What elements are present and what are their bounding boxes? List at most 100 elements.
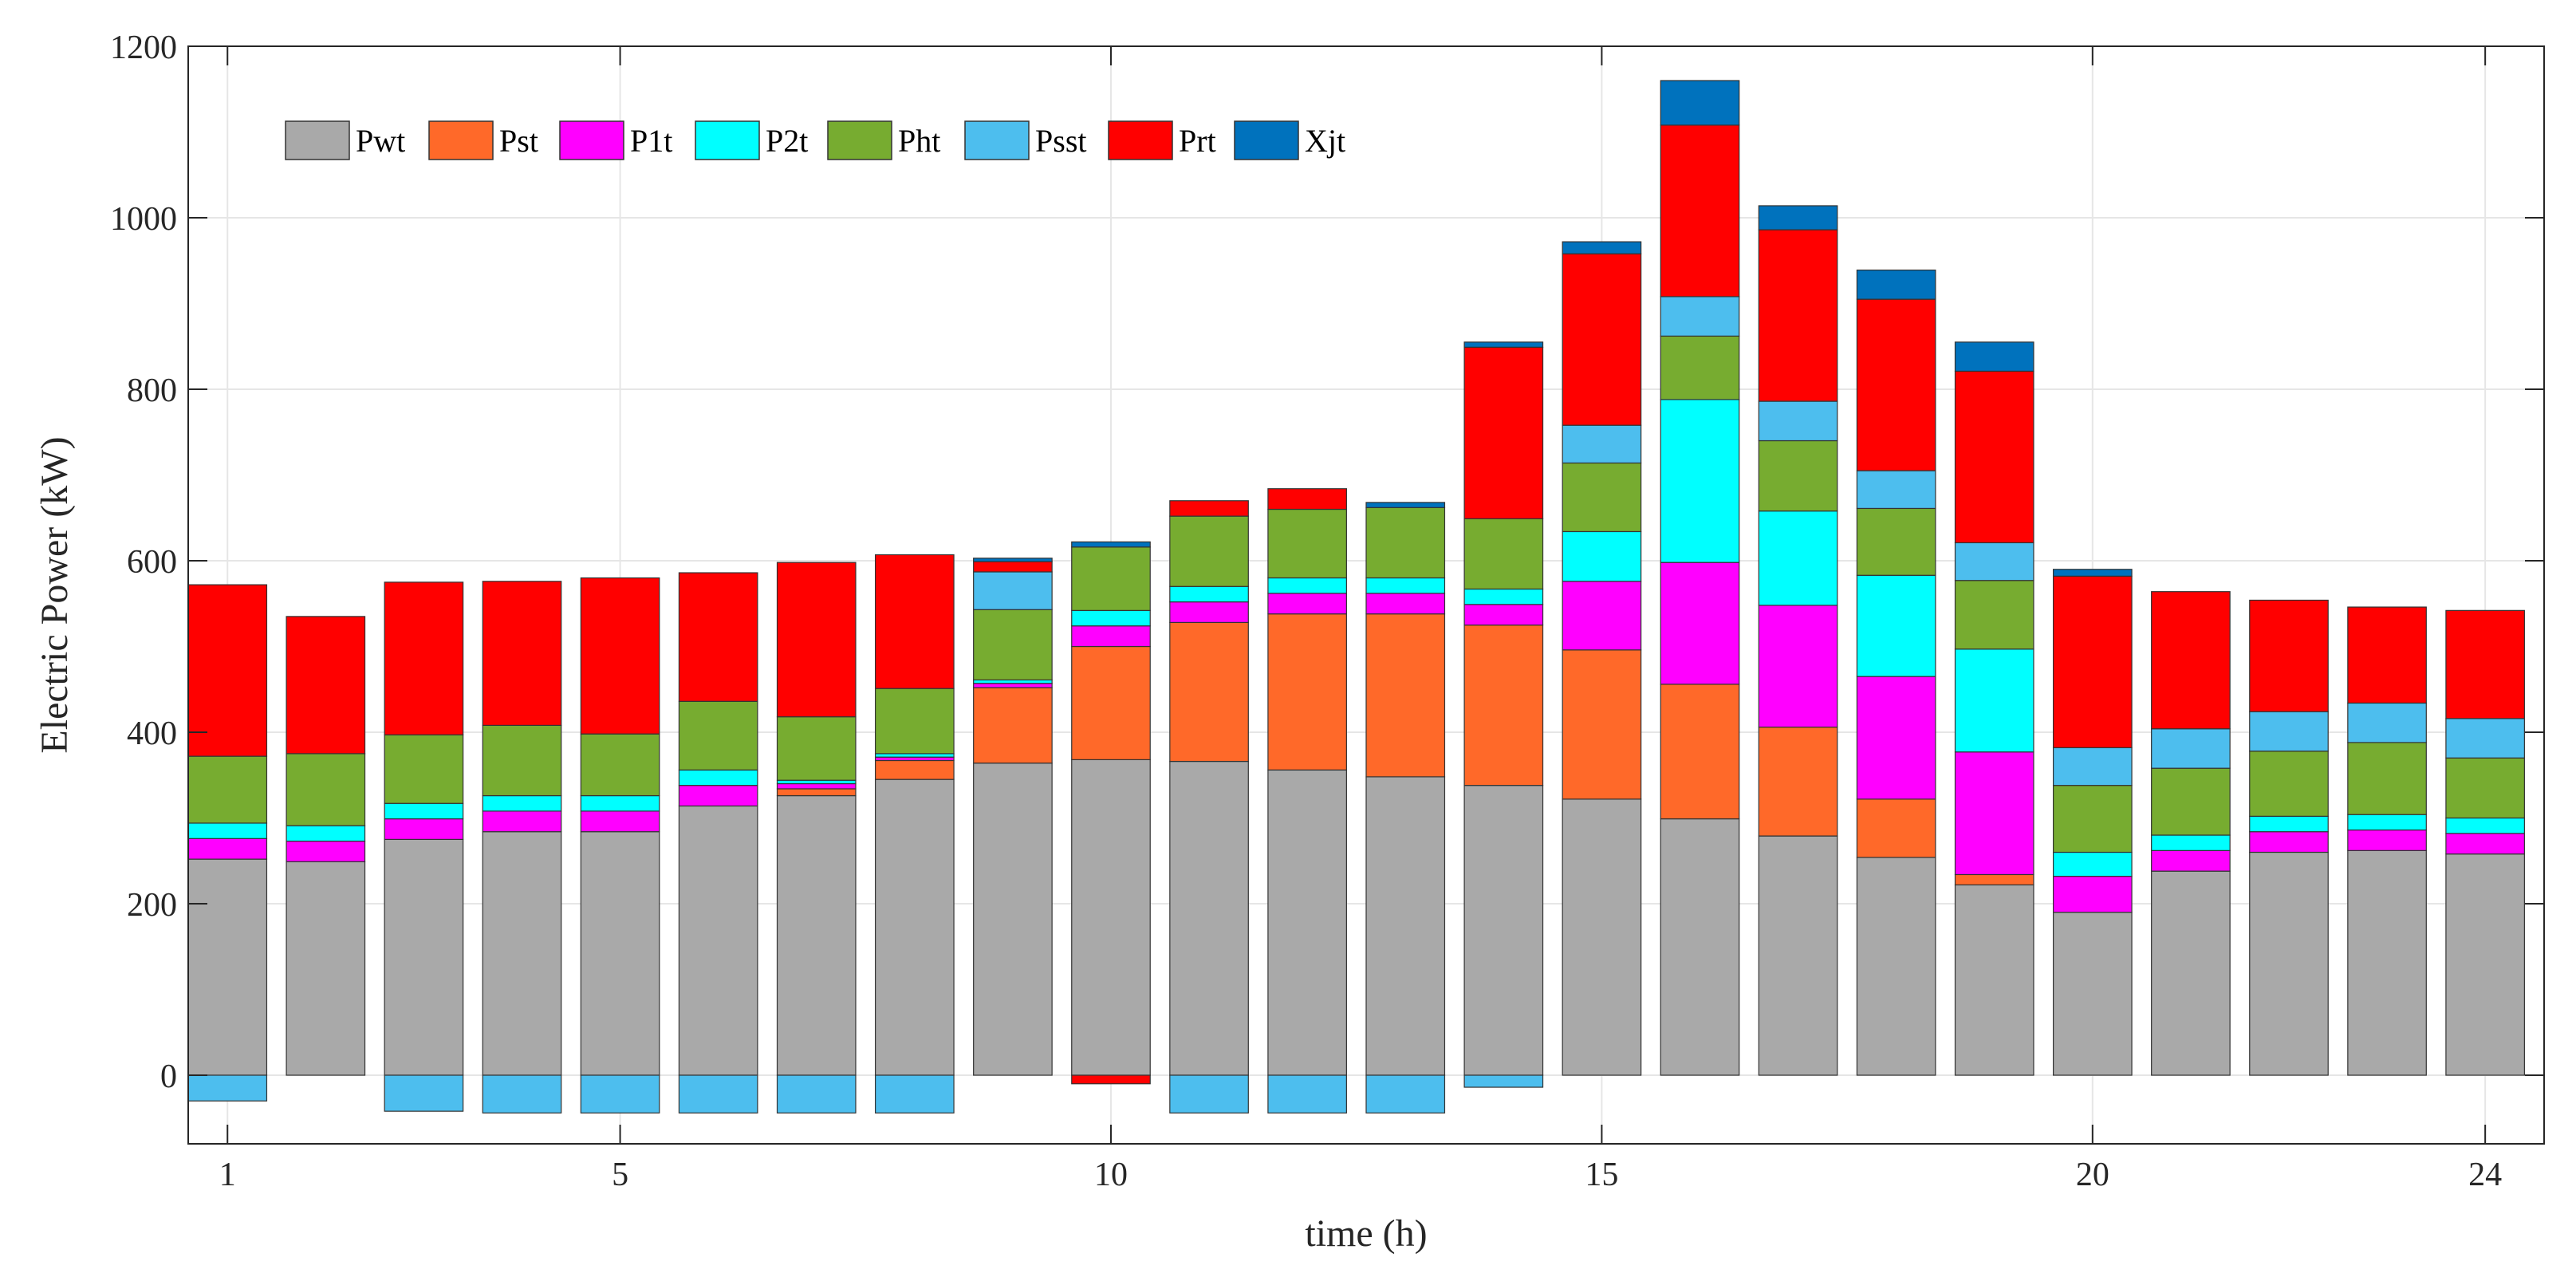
bar-Prt-h2 xyxy=(286,616,366,755)
x-tick-labels: 1 5 10 15 20 24 xyxy=(219,1157,2502,1193)
bar-Pst-h9 xyxy=(973,687,1053,764)
bar-Psst-h7 xyxy=(776,1074,857,1114)
bar-Xjt-h18 xyxy=(1856,269,1936,300)
bar-Pht-h7 xyxy=(776,716,857,781)
bar-P2t-h21 xyxy=(2151,834,2231,851)
y-tick-label-4: 800 xyxy=(127,372,177,409)
legend-swatch-Psst xyxy=(964,120,1030,160)
bar-Pwt-h10 xyxy=(1071,759,1151,1076)
legend-label-P2t: P2t xyxy=(766,123,808,159)
legend-swatch-P1t xyxy=(559,120,624,160)
bar-Xjt-h15 xyxy=(1562,241,1642,254)
bar-P2t-h2 xyxy=(286,825,366,842)
bar-Prt-h17 xyxy=(1758,229,1838,402)
bar-Pht-h20 xyxy=(2052,785,2133,853)
bar-Pht-h8 xyxy=(874,688,955,755)
x-tick-label-1: 5 xyxy=(612,1157,628,1193)
bar-Xjt-h14 xyxy=(1463,341,1544,348)
bar-Xjt-h13 xyxy=(1365,502,1446,508)
bar-P1t-h17 xyxy=(1758,605,1838,728)
bar-Prt-h5 xyxy=(580,577,660,735)
bar-P2t-h8 xyxy=(874,753,955,758)
bar-Pht-h19 xyxy=(1954,580,2034,650)
bar-Pht-h13 xyxy=(1365,507,1446,579)
bar-Pwt-h11 xyxy=(1169,760,1249,1076)
bar-Pht-h21 xyxy=(2151,767,2231,836)
bar-Pht-h24 xyxy=(2445,757,2525,819)
bar-P1t-h15 xyxy=(1562,581,1642,651)
bar-P2t-h18 xyxy=(1856,574,1936,677)
bar-Pht-h22 xyxy=(2249,751,2329,817)
bar-Pwt-h24 xyxy=(2445,853,2525,1076)
bar-P2t-h24 xyxy=(2445,817,2525,834)
bar-Pwt-h22 xyxy=(2249,851,2329,1076)
x-tick-label-2: 10 xyxy=(1094,1157,1128,1193)
legend-label-Pht: Pht xyxy=(898,123,940,159)
bar-P2t-h13 xyxy=(1365,577,1446,594)
bar-Psst-h3 xyxy=(384,1074,464,1112)
ticks xyxy=(188,45,2544,1144)
plot-frame xyxy=(187,45,2545,1145)
legend-item-Psst: Psst xyxy=(964,120,1087,160)
bar-Prt-h10 xyxy=(1071,1074,1151,1085)
bar-Pht-h15 xyxy=(1562,462,1642,533)
bar-P2t-h4 xyxy=(482,794,562,812)
bar-Psst-h23 xyxy=(2347,702,2427,743)
bar-Pht-h6 xyxy=(678,700,758,771)
bar-P2t-h11 xyxy=(1169,585,1249,603)
bar-Xjt-h17 xyxy=(1758,205,1838,231)
bar-P1t-h19 xyxy=(1954,751,2034,876)
y-tick-label-0: 0 xyxy=(160,1058,177,1095)
bar-P1t-h2 xyxy=(286,840,366,862)
bar-P2t-h19 xyxy=(1954,648,2034,753)
bar-Pwt-h19 xyxy=(1954,884,2034,1076)
legend-swatch-Pwt xyxy=(285,120,350,160)
bar-Xjt-h20 xyxy=(2052,569,2133,577)
bar-Pht-h5 xyxy=(580,733,660,797)
bar-Pst-h7 xyxy=(776,788,857,797)
bar-Pht-h23 xyxy=(2347,742,2427,815)
bar-Pwt-h7 xyxy=(776,794,857,1076)
legend-label-Psst: Psst xyxy=(1035,123,1087,159)
bar-Pwt-h4 xyxy=(482,831,562,1076)
bar-Psst-h20 xyxy=(2052,747,2133,786)
bar-P1t-h10 xyxy=(1071,625,1151,648)
y-tick-label-1: 200 xyxy=(127,887,177,924)
legend-swatch-Xjt xyxy=(1234,120,1299,160)
bar-P1t-h7 xyxy=(776,782,857,790)
legend-item-Prt: Prt xyxy=(1108,120,1216,160)
bar-P2t-h15 xyxy=(1562,530,1642,582)
legend-swatch-Prt xyxy=(1108,120,1173,160)
bar-Psst-h8 xyxy=(874,1074,955,1114)
bar-P1t-h24 xyxy=(2445,833,2525,855)
bar-P1t-h21 xyxy=(2151,849,2231,872)
bar-Prt-h14 xyxy=(1463,346,1544,519)
legend-item-Xjt: Xjt xyxy=(1234,120,1345,160)
bar-Psst-h5 xyxy=(580,1074,660,1114)
bar-Prt-h6 xyxy=(678,572,758,702)
bar-P1t-h4 xyxy=(482,810,562,833)
bar-Prt-h15 xyxy=(1562,253,1642,426)
bar-Pwt-h18 xyxy=(1856,857,1936,1076)
bar-Pst-h15 xyxy=(1562,649,1642,800)
bar-Pst-h8 xyxy=(874,759,955,780)
bar-Pst-h16 xyxy=(1660,684,1740,820)
bar-Pht-h2 xyxy=(286,753,366,826)
x-tick-label-3: 15 xyxy=(1585,1157,1618,1193)
bar-Pwt-h2 xyxy=(286,861,366,1076)
bar-Psst-h9 xyxy=(973,571,1053,610)
bar-Psst-h1 xyxy=(187,1074,268,1102)
bar-Pwt-h3 xyxy=(384,838,464,1076)
bar-Xjt-h9 xyxy=(973,558,1053,562)
bar-Prt-h9 xyxy=(973,561,1053,573)
bar-Pwt-h6 xyxy=(678,805,758,1076)
bar-Pht-h11 xyxy=(1169,515,1249,587)
bar-Pht-h3 xyxy=(384,734,464,804)
legend-item-Pht: Pht xyxy=(827,120,940,160)
bar-Pst-h13 xyxy=(1365,613,1446,778)
bar-P2t-h1 xyxy=(187,822,268,839)
y-tick-label-6: 1200 xyxy=(110,30,177,66)
bar-P1t-h13 xyxy=(1365,593,1446,615)
bar-Pst-h17 xyxy=(1758,726,1838,837)
